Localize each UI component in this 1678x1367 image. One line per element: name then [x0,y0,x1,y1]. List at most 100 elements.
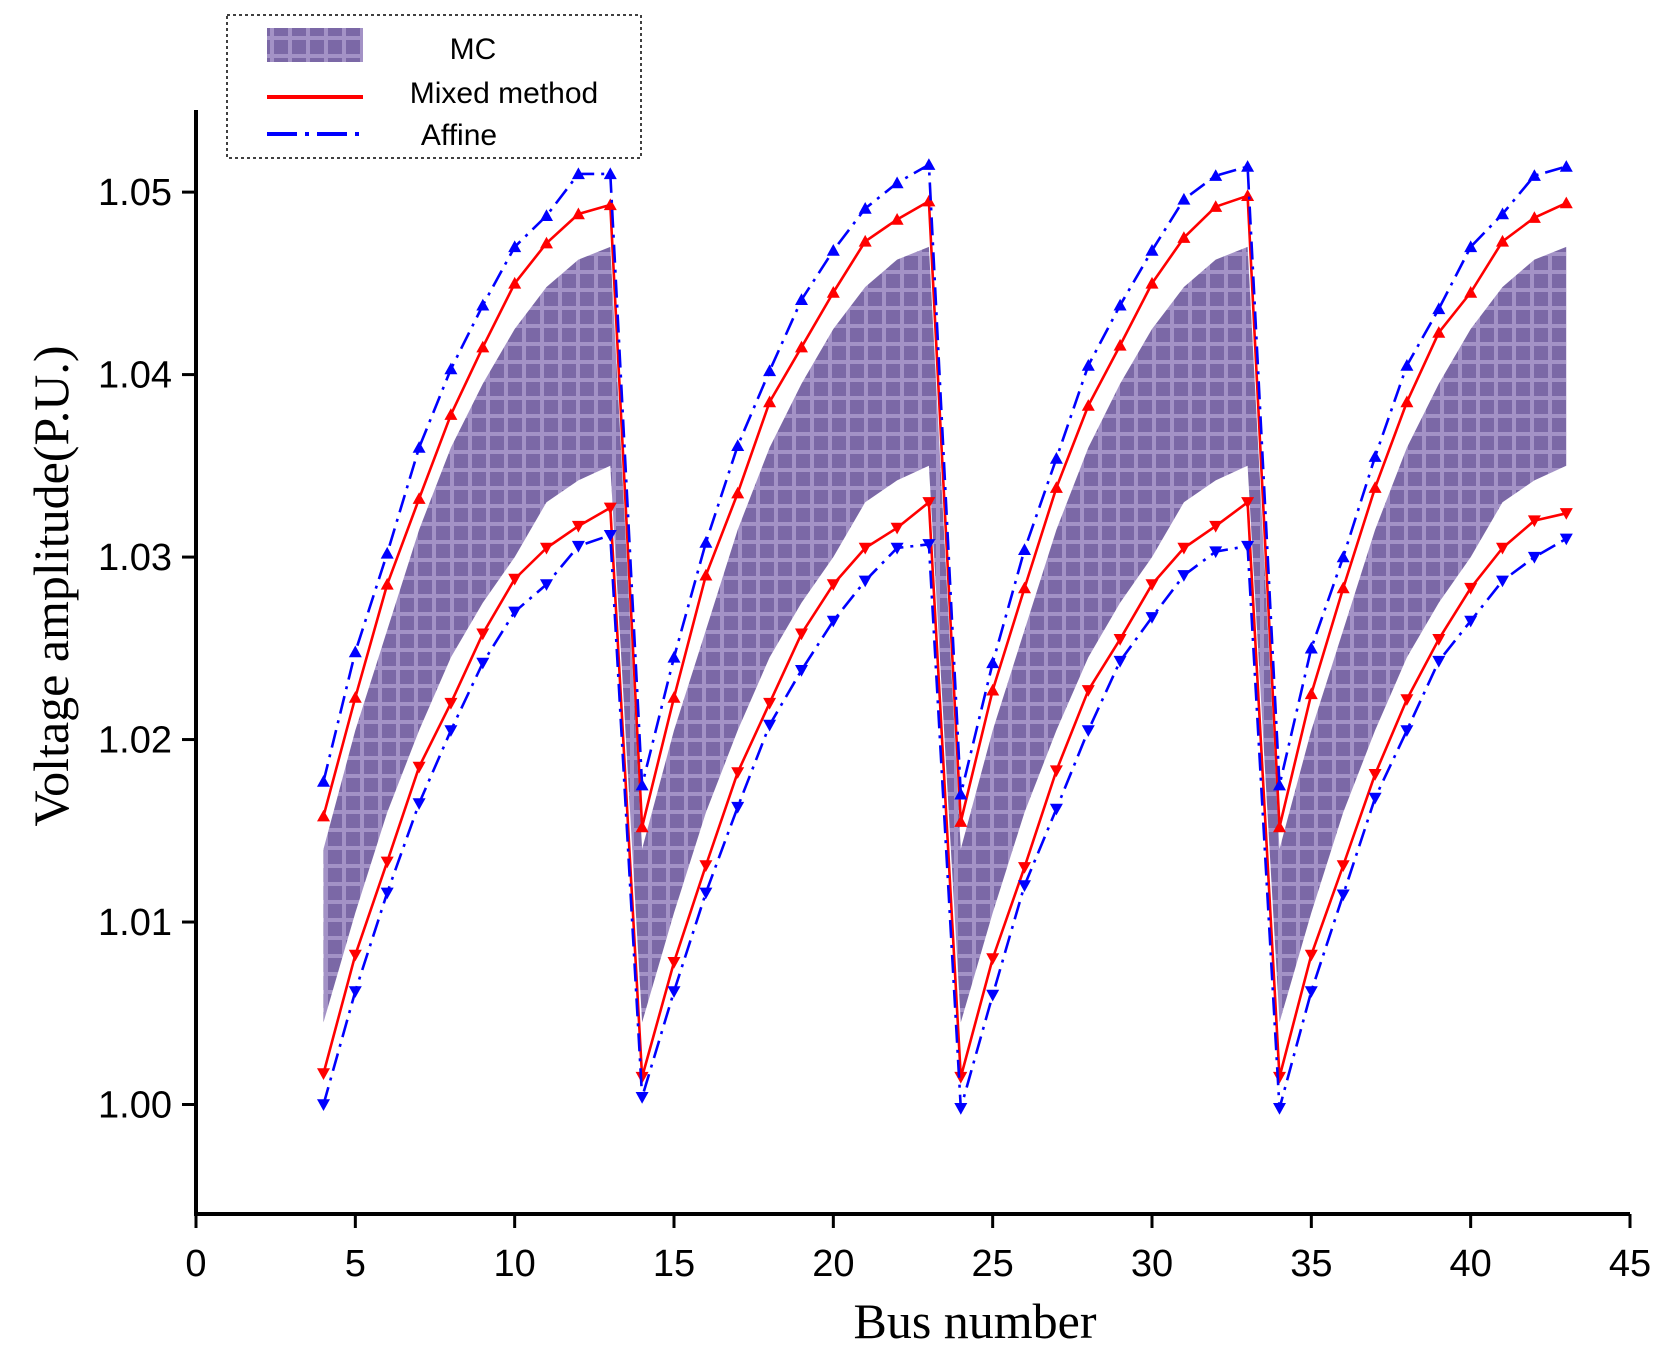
mixed-upper-marker [1177,231,1191,243]
mixed-lower-marker [986,953,1000,965]
mixed-upper-marker [540,236,553,249]
affine-lower-marker [1209,546,1223,559]
affine-upper-marker [858,202,872,214]
mixed-lower-marker [508,573,522,586]
affine-lower-marker [954,1103,968,1115]
mixed-upper-marker [954,815,968,827]
affine-upper-marker [922,158,936,170]
affine-upper-marker [1527,169,1541,181]
x-tick-label: 40 [1450,1243,1492,1285]
mixed-upper-marker [1496,234,1509,247]
y-tick-label: 1.01 [98,902,172,944]
mixed-upper-marker [731,486,745,499]
mixed-upper-marker [1400,395,1414,408]
legend-mc-label: MC [450,33,497,66]
affine-upper-marker [476,298,490,311]
affine-lower-marker [1113,655,1127,668]
affine-upper-marker [795,293,808,305]
affine-upper-marker [731,439,745,451]
mixed-upper-marker [1273,820,1286,833]
mixed-upper-marker [1145,276,1159,289]
mixed-lower-marker [1081,685,1095,697]
x-tick-label: 5 [345,1243,366,1285]
mixed-lower-marker [540,542,553,555]
affine-upper-marker [1336,550,1350,563]
mixed-upper-marker [444,408,458,420]
mixed-lower-marker [1209,520,1223,533]
x-tick-label: 15 [653,1243,695,1285]
affine-upper-line [322,163,1567,796]
affine-upper-marker [635,778,649,791]
mixed-lower-marker [1304,949,1318,962]
mixed-upper-marker [1209,200,1223,212]
x-tick-label: 30 [1131,1243,1173,1285]
affine-lower-marker [1464,615,1478,628]
mixed-lower-marker [922,497,936,509]
affine-upper-marker [954,787,968,800]
mixed-upper-marker [826,286,840,298]
affine-lower-marker [1559,533,1573,546]
affine-upper-marker [763,364,777,377]
affine-upper-marker [1241,160,1255,172]
affine-lower-marker [1527,551,1541,564]
y-tick-label: 1.00 [98,1085,172,1127]
affine-lower-marker [667,986,681,998]
mixed-upper-marker [858,234,872,247]
affine-upper-marker [1273,778,1286,791]
affine-upper-marker [1049,452,1063,464]
mixed-lower-marker [858,542,872,555]
mixed-lower-marker [380,856,394,869]
mixed-lower-marker [1177,542,1191,555]
mixed-lower-marker [571,520,585,533]
affine-upper-marker [444,362,458,375]
affine-upper-marker [1400,359,1414,371]
affine-lower-marker [444,725,458,737]
x-axis-title: Bus number [853,1293,1096,1349]
affine-upper-marker [1368,450,1382,462]
mixed-lower-marker [476,628,490,641]
mixed-upper-marker [1527,211,1541,223]
affine-lower-marker [1400,725,1414,737]
affine-upper-marker [317,775,330,787]
mixed-lower-marker [317,1068,330,1080]
y-tick-label: 1.03 [98,537,172,579]
affine-upper-marker [1496,207,1509,220]
mixed-upper-marker [1464,286,1478,298]
affine-upper-marker [1209,169,1223,181]
mixed-lower-marker [763,697,777,710]
mixed-upper-marker [699,568,713,581]
affine-lower-marker [540,579,553,591]
x-tick-label: 0 [185,1243,206,1285]
mixed-upper-marker [1049,481,1063,493]
legend-mixed-label: Mixed method [410,77,598,110]
affine-upper-marker [1018,543,1031,555]
mixed-lower-marker [1113,634,1127,646]
affine-lower-marker [317,1099,330,1111]
mixed-upper-marker [635,820,649,833]
affine-lower-marker [1432,655,1446,668]
mixed-lower-marker [1559,508,1573,520]
affine-lower-marker [858,575,872,588]
mixed-lower-marker [1464,582,1478,595]
mixed-upper-marker [1304,687,1318,700]
affine-upper-marker [890,176,904,189]
mixed-lower-marker [1273,1071,1286,1084]
affine-upper-marker [1145,244,1159,256]
mixed-upper-marker [1432,326,1446,338]
mixed-lower-marker [1432,634,1446,646]
mixed-upper-marker [922,194,936,207]
affine-lower-marker [603,530,617,542]
mixed-upper-marker [1113,338,1127,351]
x-tick-label: 25 [972,1243,1014,1285]
affine-upper-marker [1177,192,1191,205]
affine-lower-marker [1177,570,1191,582]
mixed-lower-marker [412,761,426,774]
affine-upper-marker [571,167,585,180]
mixed-lower-marker [1018,862,1031,874]
mixed-lower-marker [795,628,808,641]
affine-lower-marker [635,1092,649,1104]
mixed-lower-marker [603,502,617,515]
mixed-lower-marker [731,767,745,779]
x-ticks: 0 5 10 15 20 25 30 35 40 45 [185,1214,1651,1285]
mixed-upper-marker [348,691,362,703]
